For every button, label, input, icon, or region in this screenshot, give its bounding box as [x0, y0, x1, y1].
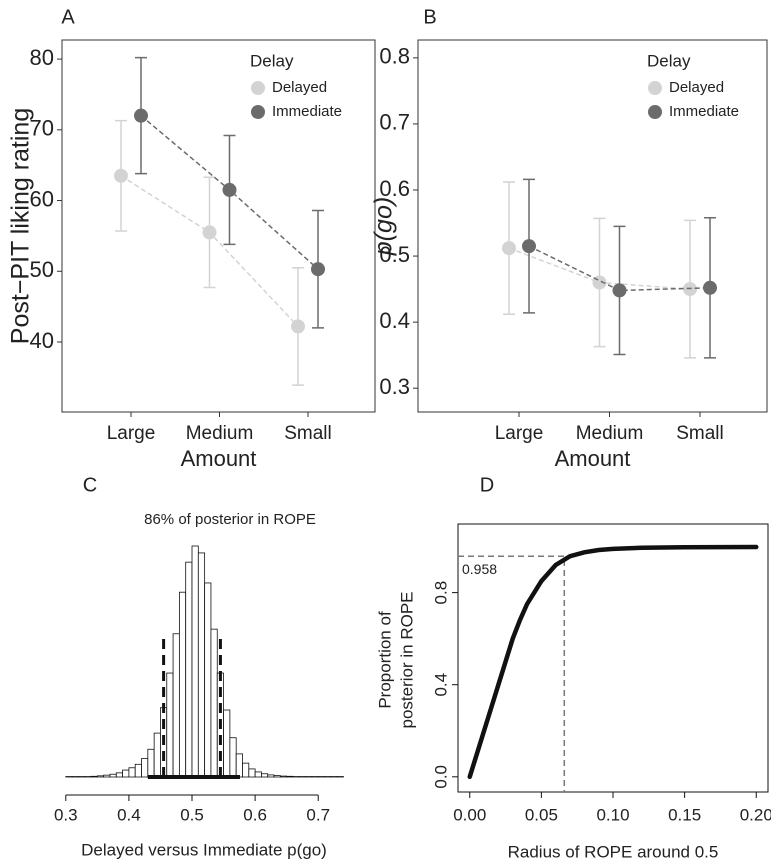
- y-tick-label: 70: [30, 116, 54, 141]
- x-tick-label: 0.20: [740, 805, 771, 824]
- histogram-bar: [248, 768, 256, 778]
- x-tick-label: Large: [107, 423, 156, 444]
- histogram-bar: [191, 545, 199, 778]
- histogram-bar: [204, 582, 212, 778]
- histogram-bar: [128, 767, 136, 778]
- panel-label: B: [423, 6, 436, 28]
- x-tick-label: Small: [676, 423, 724, 444]
- histogram-bar: [242, 762, 250, 778]
- y-tick-label: 0.7: [379, 110, 410, 135]
- curve: [467, 544, 759, 780]
- histogram-bar: [96, 775, 105, 778]
- point: [502, 241, 516, 256]
- histogram-bar: [178, 591, 187, 778]
- histogram-bar: [279, 775, 288, 778]
- y-tick-label: 0.3: [379, 374, 410, 399]
- histogram-bar: [223, 709, 231, 778]
- x-tick-label: Medium: [576, 423, 644, 444]
- histogram-bar: [172, 633, 180, 778]
- x-tick-label: 0.15: [668, 805, 701, 824]
- legend-label: Immediate: [272, 103, 342, 120]
- y-tick-label: 40: [30, 328, 54, 353]
- x-tick-label: 0.5: [180, 805, 204, 824]
- y-tick-label: 0.4: [379, 308, 410, 333]
- point: [612, 283, 627, 298]
- legend-label: Delayed: [272, 79, 327, 96]
- x-axis-label: Delayed versus Immediate p(go): [81, 840, 327, 859]
- legend-swatch: [648, 105, 662, 119]
- histogram-bar: [141, 758, 149, 778]
- histogram-bar: [210, 628, 218, 778]
- histogram-bar: [273, 775, 281, 778]
- point: [134, 108, 148, 123]
- panel-label: A: [61, 6, 75, 28]
- y-tick-label: 0.8: [431, 581, 450, 605]
- y-axis-label: Proportion of: [375, 611, 394, 709]
- y-tick-label: 0.0: [431, 765, 450, 789]
- histogram-bar: [229, 737, 237, 778]
- histogram-bar: [134, 763, 142, 778]
- reference-line: [458, 555, 566, 792]
- histogram-bar: [90, 775, 98, 778]
- histogram-bar: [254, 771, 262, 778]
- y-tick-label: 80: [30, 45, 54, 70]
- point: [703, 280, 717, 295]
- legend-label: Immediate: [669, 103, 739, 120]
- panel-label: C: [83, 474, 97, 496]
- y-axis-label: posterior in ROPE: [397, 592, 416, 729]
- histogram-bar: [103, 774, 111, 778]
- x-axis-label: Amount: [181, 446, 257, 471]
- x-tick-label: Small: [284, 423, 332, 444]
- y-axis-label: Post−PIT liking rating: [7, 108, 35, 344]
- histogram-bar: [261, 773, 269, 778]
- y-tick-label: 50: [30, 257, 54, 282]
- x-tick-label: 0.6: [243, 805, 267, 824]
- histogram-bar: [109, 773, 117, 778]
- x-tick-label: Large: [495, 423, 544, 444]
- y-tick-label: 0.4: [431, 673, 450, 697]
- histogram-bar: [235, 753, 243, 778]
- histogram-bar: [147, 748, 155, 778]
- x-tick-label: Medium: [186, 423, 254, 444]
- x-tick-label: 0.4: [117, 805, 141, 824]
- plot-frame: [61, 39, 376, 413]
- x-tick-label: 0.10: [596, 805, 629, 824]
- y-tick-label: 0.6: [379, 176, 410, 201]
- point: [202, 225, 217, 240]
- legend-swatch: [251, 105, 265, 119]
- histogram-bar: [197, 552, 206, 778]
- legend-swatch: [648, 81, 662, 95]
- x-tick-label: 0.7: [306, 805, 330, 824]
- y-tick-label: 60: [30, 186, 54, 211]
- histogram-bar: [267, 774, 275, 778]
- subtitle: 86% of posterior in ROPE: [144, 511, 316, 528]
- legend-label: Delayed: [669, 79, 724, 96]
- plot-frame: [417, 39, 768, 413]
- legend-title: Delay: [250, 51, 294, 70]
- x-tick-label: 0.00: [453, 805, 486, 824]
- histogram-bar: [153, 732, 161, 778]
- histogram-bar: [166, 672, 174, 778]
- reference-label: 0.958: [462, 561, 497, 577]
- y-axis-label: p(go): [370, 197, 398, 256]
- x-axis-label: Radius of ROPE around 0.5: [508, 842, 719, 861]
- legend-title: Delay: [647, 51, 691, 70]
- point: [222, 182, 237, 197]
- point: [114, 168, 128, 183]
- histogram-bar: [286, 775, 294, 778]
- point: [311, 262, 325, 277]
- x-tick-label: 0.05: [525, 805, 558, 824]
- histogram-bar: [122, 769, 130, 778]
- legend-swatch: [251, 81, 265, 95]
- x-axis-label: Amount: [555, 446, 631, 471]
- panel-label: D: [480, 474, 494, 496]
- histogram-bar: [185, 561, 193, 778]
- y-tick-label: 0.5: [379, 242, 410, 267]
- point: [522, 239, 536, 254]
- y-tick-label: 0.8: [379, 44, 410, 69]
- point: [291, 319, 305, 334]
- histogram-bar: [115, 772, 123, 778]
- x-tick-label: 0.3: [54, 805, 78, 824]
